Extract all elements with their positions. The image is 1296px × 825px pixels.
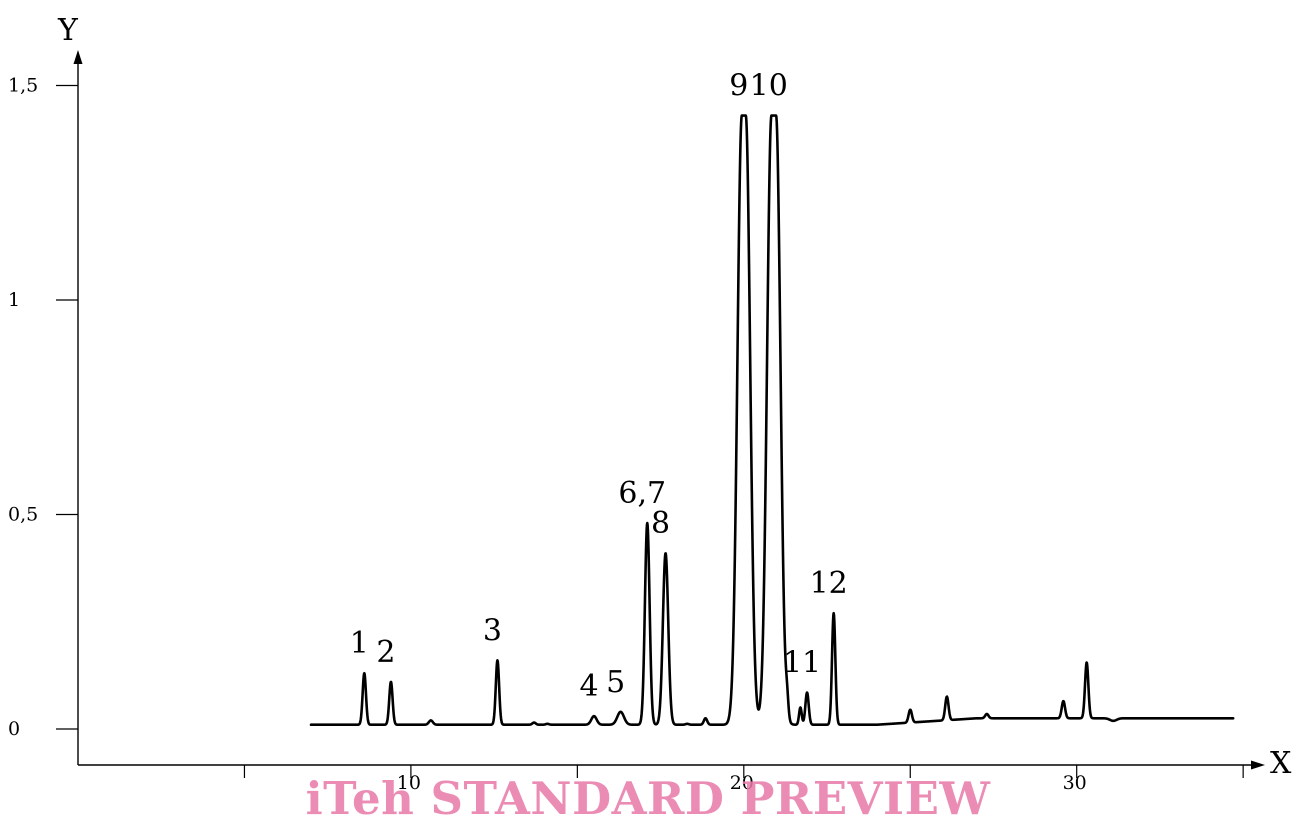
x-axis-arrow bbox=[1251, 760, 1265, 770]
peak-label: 6,7 bbox=[618, 476, 666, 511]
peak-label: 11 bbox=[783, 646, 821, 681]
peak-label: 2 bbox=[376, 635, 395, 670]
axes: Y X bbox=[57, 13, 1292, 781]
chromatogram-trace bbox=[309, 114, 1235, 727]
peak-label: 3 bbox=[483, 613, 502, 648]
peak-label: 9 bbox=[729, 69, 748, 104]
x-tick-label: 30 bbox=[1063, 772, 1087, 794]
peak-label: 12 bbox=[810, 566, 848, 601]
y-tick-label: 0 bbox=[8, 718, 20, 740]
tick-group: 0 0,5 1 1,5 10 20 30 bbox=[8, 75, 1244, 794]
watermark: iTeh STANDARD PREVIEW bbox=[305, 772, 991, 825]
peak-label: 5 bbox=[606, 665, 625, 700]
y-tick-label: 1 bbox=[8, 289, 20, 311]
x-tick-label: 10 bbox=[397, 772, 421, 794]
peak-label: 8 bbox=[651, 506, 670, 541]
peak-label: 4 bbox=[579, 669, 598, 704]
y-axis-arrow bbox=[73, 50, 83, 64]
x-axis-label: X bbox=[1270, 746, 1292, 781]
y-axis-label: Y bbox=[57, 13, 79, 48]
x-tick-label: 20 bbox=[730, 772, 754, 794]
peak-label: 1 bbox=[350, 626, 369, 661]
y-tick-label: 0,5 bbox=[8, 504, 38, 526]
peak-label: 10 bbox=[750, 69, 788, 104]
y-tick-label: 1,5 bbox=[8, 75, 38, 97]
